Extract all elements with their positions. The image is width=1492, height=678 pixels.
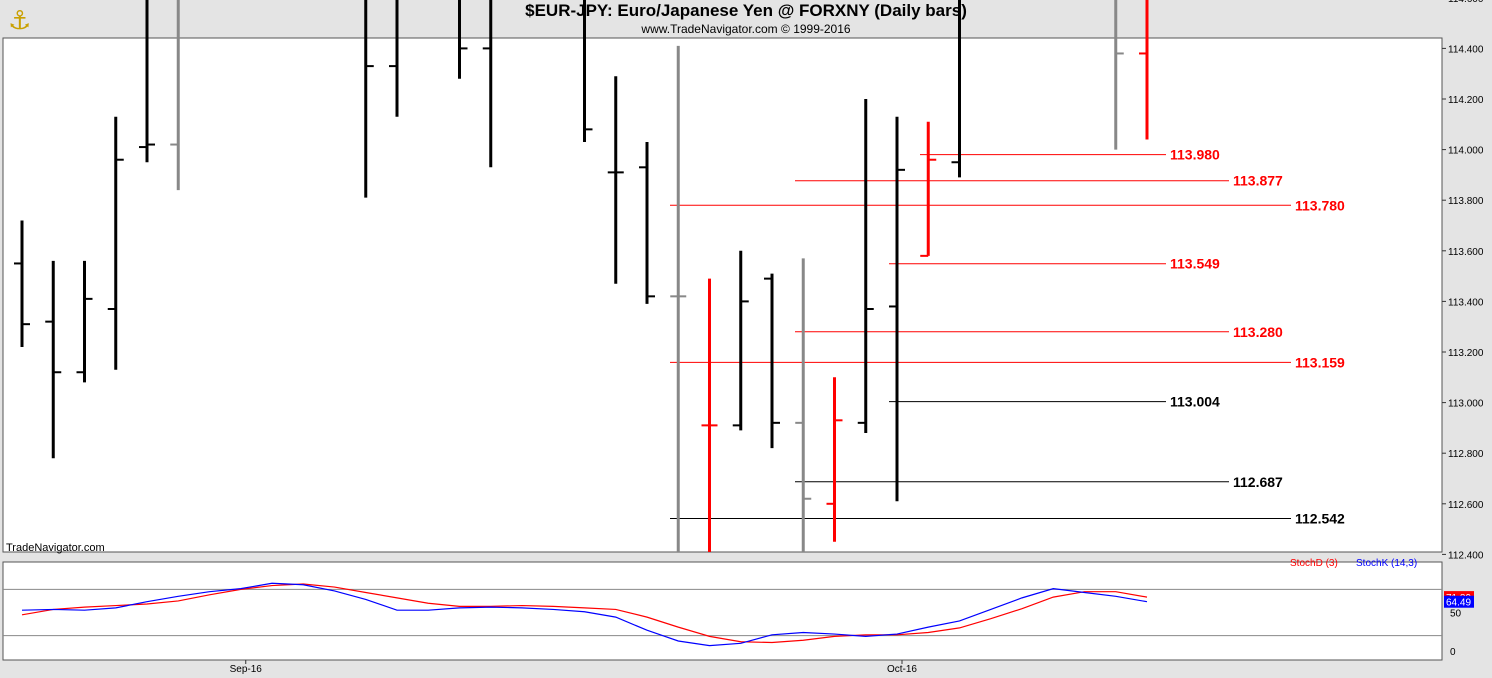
level-label: 113.004	[1170, 394, 1220, 410]
oscillator-value-label: 64.49	[1446, 598, 1471, 609]
legend-stochd: StochD (3)	[1290, 558, 1338, 569]
price-tick-label: 113.400	[1448, 297, 1484, 308]
chart-title: $EUR-JPY: Euro/Japanese Yen @ FORXNY (Da…	[525, 1, 967, 20]
price-tick-label: 113.200	[1448, 348, 1484, 359]
watermark-text: TradeNavigator.com	[6, 542, 105, 554]
price-tick-label: 114.400	[1448, 44, 1484, 55]
level-label: 113.877	[1233, 173, 1283, 189]
legend-stochk: StochK (14,3)	[1356, 558, 1417, 569]
date-tick-label: Sep-16	[230, 664, 263, 675]
stochk-line	[21, 582, 1148, 647]
stochd-line	[21, 583, 1148, 644]
oscillator-panel	[2, 561, 1443, 661]
oscillator-tick-label: 0	[1450, 647, 1456, 658]
anchor-logo-icon: ⚓	[8, 6, 31, 36]
level-label: 113.780	[1295, 197, 1345, 213]
level-label: 113.980	[1170, 147, 1220, 163]
copyright-subtitle: www.TradeNavigator.com © 1999-2016	[641, 22, 851, 36]
level-label: 113.549	[1170, 256, 1220, 272]
price-tick-label: 113.800	[1448, 196, 1484, 207]
price-tick-label: 112.800	[1448, 449, 1484, 460]
level-label: 113.159	[1295, 354, 1345, 370]
price-panel	[2, 37, 1443, 553]
level-label: 112.687	[1233, 474, 1283, 490]
price-tick-label: 114.600	[1448, 0, 1484, 5]
price-tick-label: 112.600	[1448, 500, 1484, 511]
level-label: 112.542	[1295, 510, 1345, 526]
price-tick-label: 113.000	[1448, 399, 1484, 410]
oscillator-tick-label: 50	[1450, 609, 1462, 620]
price-tick-label: 114.000	[1448, 146, 1484, 157]
price-tick-label: 113.600	[1448, 247, 1484, 258]
date-tick-label: Oct-16	[887, 664, 917, 675]
price-tick-label: 114.200	[1448, 95, 1484, 106]
oscillator-value-tag	[1444, 595, 1474, 608]
level-label: 113.280	[1233, 324, 1283, 340]
price-tick-label: 112.400	[1448, 550, 1484, 561]
